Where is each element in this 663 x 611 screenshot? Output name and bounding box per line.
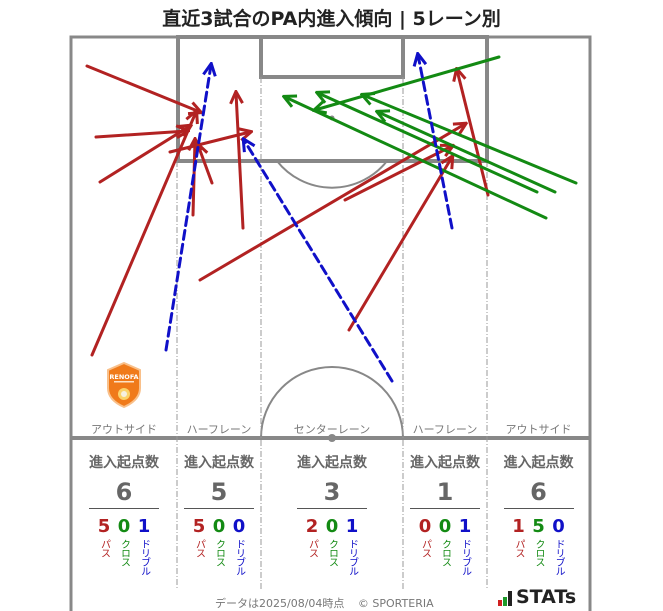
cross-arrow [378, 112, 557, 194]
pass-count: 2 [305, 516, 319, 537]
dribble-label: ドリブル [346, 539, 358, 575]
cross-label: クロス [118, 539, 130, 566]
pass-arrow [98, 126, 190, 184]
divider [503, 508, 574, 509]
cross-arrow [363, 95, 578, 185]
pass-arrows [85, 64, 490, 357]
cross-count: 5 [532, 516, 545, 537]
pass-count: 5 [97, 516, 111, 537]
pass-label: パス [513, 539, 524, 557]
stat-total: 1 [436, 478, 454, 506]
pass-count: 5 [192, 516, 206, 537]
pass-arrow [198, 145, 214, 185]
stat-heading: 進入起点数 [503, 455, 574, 471]
lane-stats-outside-left: 進入起点数 6 5 パス 0 クロス 1 ドリブル [71, 452, 177, 575]
cross-count: 0 [438, 516, 452, 537]
stat-heading: 進入起点数 [89, 455, 159, 471]
cross-arrow [315, 55, 501, 110]
stats-logo: STATs [498, 586, 577, 608]
lane-stats-halfspace-left: 進入起点数 5 5 パス 0 クロス 0 ドリブル [177, 452, 261, 575]
cross-label: クロス [326, 539, 338, 566]
dribble-label: ドリブル [553, 539, 564, 575]
pass-label: パス [306, 539, 318, 557]
lane-stats-halfspace-right: 進入起点数 1 0 パス 0 クロス 1 ドリブル [403, 452, 487, 575]
team-badge-icon: RENOFA [107, 361, 141, 409]
dribble-label: ドリブル [138, 539, 150, 575]
divider [184, 508, 254, 509]
penalty-arc [276, 160, 388, 189]
copyright: © SPORTERIA [357, 597, 434, 610]
stat-total: 5 [210, 478, 228, 506]
lane-stats-center: 進入起点数 3 2 パス 0 クロス 1 ドリブル [261, 452, 403, 575]
center-circle [260, 366, 404, 439]
svg-text:RENOFA: RENOFA [109, 373, 138, 381]
divider [297, 508, 367, 509]
pass-arrow [85, 64, 200, 112]
bar-chart-icon [498, 591, 512, 606]
cross-label: クロス [213, 539, 225, 566]
stat-total: 3 [323, 478, 341, 506]
stats-logo-text: STATs [516, 586, 577, 608]
dribble-count: 1 [137, 516, 151, 537]
dribble-count: 1 [458, 516, 472, 537]
pass-label: パス [419, 539, 431, 557]
lane-dividers [176, 77, 488, 590]
stat-total: 6 [530, 478, 547, 506]
cross-count: 0 [325, 516, 339, 537]
pass-arrow [94, 131, 187, 137]
cross-arrows [285, 55, 578, 220]
lane-label-outside-right: アウトサイド [505, 423, 572, 436]
pass-label: パス [193, 539, 205, 557]
lane-stats-outside-right: 進入起点数 6 1 パス 5 クロス 0 ドリブル [487, 452, 590, 575]
cross-arrow [318, 93, 539, 194]
dribble-arrow [164, 65, 211, 352]
team-badge: RENOFA [106, 361, 142, 409]
lane-label-halfspace-left: ハーフレーン [186, 423, 252, 436]
cross-arrow [285, 97, 548, 220]
pass-arrow [236, 93, 245, 230]
dribble-count: 1 [345, 516, 359, 537]
pass-label: パス [98, 539, 110, 557]
dribble-arrow [418, 55, 454, 230]
data-date: データは2025/08/04時点 [215, 597, 345, 610]
cross-label: クロス [533, 539, 544, 566]
pass-arrow [457, 70, 490, 197]
center-spot [328, 434, 336, 442]
footer: データは2025/08/04時点 © SPORTERIA [215, 595, 434, 611]
dribble-count: 0 [552, 516, 565, 537]
dribble-arrows [164, 55, 454, 383]
divider [410, 508, 480, 509]
lane-label-center: センターレーン [293, 423, 371, 436]
lane-label-halfspace-right: ハーフレーン [412, 423, 478, 436]
pass-arrow [90, 112, 196, 357]
pass-arrow [347, 157, 452, 332]
cross-count: 0 [212, 516, 226, 537]
dribble-label: ドリブル [459, 539, 471, 575]
dribble-label: ドリブル [233, 539, 245, 575]
pass-arrow [198, 124, 465, 282]
stat-total: 6 [115, 478, 133, 506]
stat-heading: 進入起点数 [410, 455, 480, 471]
lane-label-outside-left: アウトサイド [91, 423, 157, 436]
pass-count: 1 [512, 516, 525, 537]
pass-arrow [343, 146, 452, 202]
cross-count: 0 [117, 516, 131, 537]
stat-heading: 進入起点数 [184, 455, 254, 471]
stat-heading: 進入起点数 [297, 455, 367, 471]
chart-title: 直近3試合のPA内進入傾向 | 5レーン別 [162, 8, 501, 30]
cross-label: クロス [439, 539, 451, 566]
dribble-arrow [244, 140, 394, 383]
pass-arrow [168, 132, 250, 154]
divider [89, 508, 159, 509]
pass-count: 0 [418, 516, 432, 537]
dribble-count: 0 [232, 516, 246, 537]
goal-area [259, 35, 405, 79]
